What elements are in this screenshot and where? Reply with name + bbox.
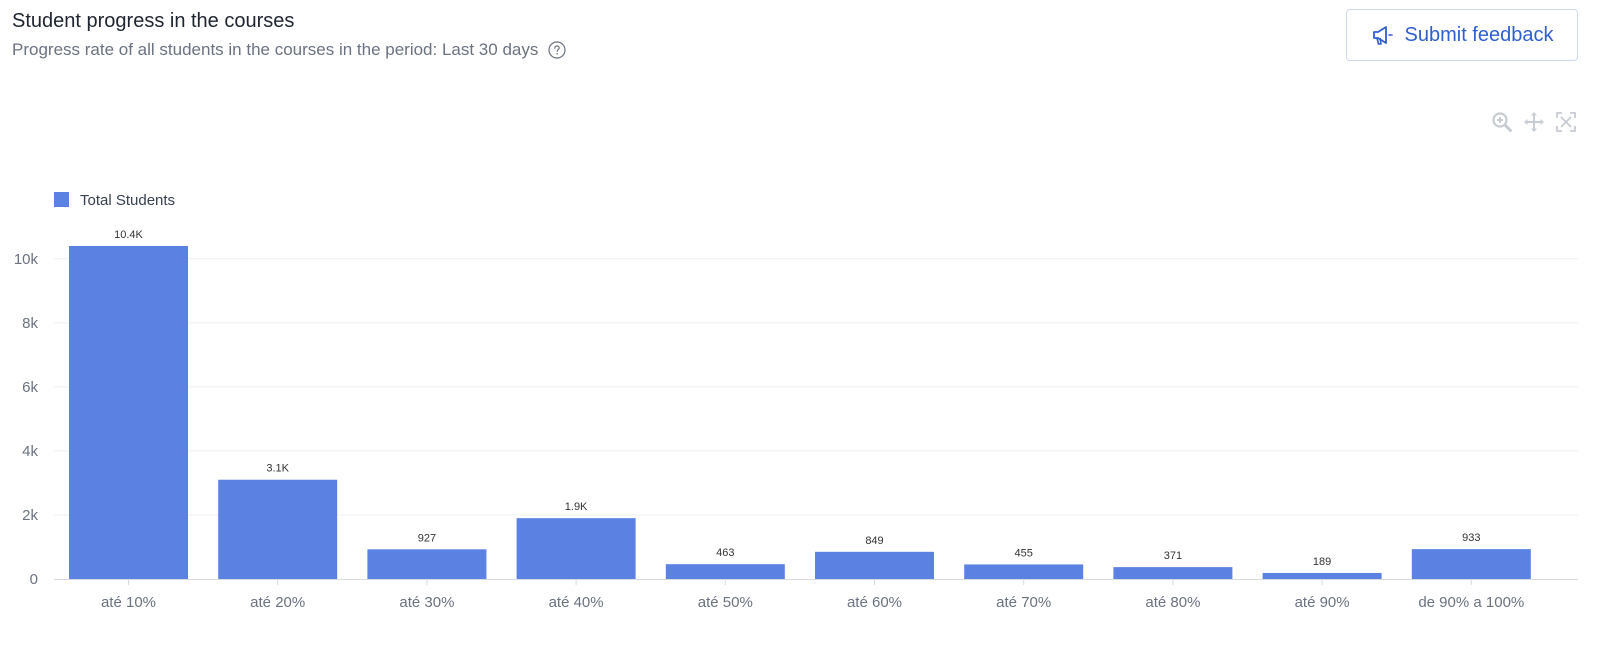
x-tick-label: até 90% bbox=[1295, 594, 1350, 611]
submit-feedback-label: Submit feedback bbox=[1404, 23, 1554, 46]
megaphone-icon bbox=[1372, 26, 1393, 45]
bar[interactable] bbox=[964, 564, 1084, 579]
legend: Total Students bbox=[54, 192, 175, 209]
bar[interactable] bbox=[69, 246, 188, 579]
bars: 10.4K 3.1K 927 1.9K 463 849 455 371 189 933 bbox=[69, 229, 1531, 579]
y-tick-label: 2k bbox=[22, 507, 38, 524]
y-tick-label: 10k bbox=[14, 251, 39, 268]
data-label: 189 bbox=[1313, 556, 1331, 568]
zoom-in-icon[interactable] bbox=[1490, 110, 1514, 134]
y-tick-label: 4k bbox=[22, 443, 38, 460]
bar[interactable] bbox=[665, 564, 785, 579]
x-tick-label: até 10% bbox=[101, 594, 156, 611]
x-tick-label: até 30% bbox=[399, 594, 454, 611]
y-tick-label: 8k bbox=[22, 315, 38, 332]
data-label: 371 bbox=[1164, 550, 1182, 562]
x-tick-label: até 80% bbox=[1145, 594, 1200, 611]
data-label: 1.9K bbox=[565, 501, 588, 513]
chart-header: Student progress in the courses Progress… bbox=[12, 8, 566, 62]
x-tick-label: até 70% bbox=[996, 594, 1051, 611]
data-label: 849 bbox=[865, 535, 883, 547]
chart-title: Student progress in the courses bbox=[12, 10, 295, 32]
legend-label[interactable]: Total Students bbox=[80, 192, 175, 209]
bar[interactable] bbox=[1262, 572, 1382, 579]
y-axis: 0 2k 4k 6k 8k 10k bbox=[14, 251, 39, 588]
x-tick-label: de 90% a 100% bbox=[1418, 594, 1524, 611]
submit-feedback-button[interactable]: Submit feedback bbox=[1346, 9, 1578, 61]
x-tick-label: até 60% bbox=[847, 594, 902, 611]
reset-zoom-icon[interactable] bbox=[1554, 110, 1578, 134]
bar[interactable] bbox=[367, 549, 487, 579]
bar[interactable] bbox=[516, 518, 636, 579]
bar[interactable] bbox=[1411, 549, 1531, 579]
chart-subtitle: Progress rate of all students in the cou… bbox=[12, 40, 539, 59]
data-label: 463 bbox=[716, 547, 734, 559]
x-tick-label: até 50% bbox=[698, 594, 753, 611]
bar[interactable] bbox=[1113, 567, 1233, 579]
y-tick-label: 6k bbox=[22, 379, 38, 396]
data-label: 455 bbox=[1015, 547, 1033, 559]
x-tick-label: até 40% bbox=[549, 594, 604, 611]
y-tick-label: 0 bbox=[30, 571, 38, 588]
x-tick-label: até 20% bbox=[250, 594, 305, 611]
data-label: 927 bbox=[418, 532, 436, 544]
x-axis: até 10% até 20% até 30% até 40% até 50% até 6… bbox=[101, 579, 1524, 611]
data-label: 3.1K bbox=[266, 463, 289, 475]
chart-toolbar bbox=[1490, 110, 1578, 134]
bar[interactable] bbox=[218, 479, 338, 579]
data-label: 10.4K bbox=[114, 229, 143, 241]
legend-swatch[interactable] bbox=[54, 192, 69, 207]
question-circle-icon[interactable] bbox=[548, 41, 566, 59]
subtitle-row: Progress rate of all students in the cou… bbox=[12, 38, 566, 62]
bar[interactable] bbox=[815, 551, 934, 579]
data-label: 933 bbox=[1462, 532, 1480, 544]
pan-icon[interactable] bbox=[1522, 110, 1546, 134]
